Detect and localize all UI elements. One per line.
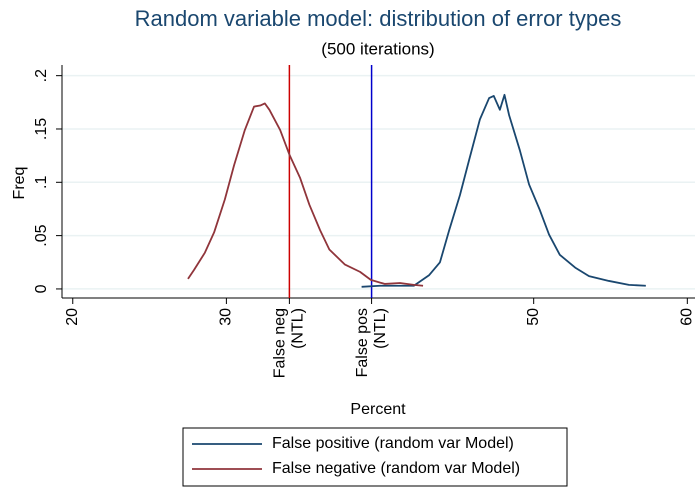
reference-line-label: (NTL)	[290, 308, 307, 349]
x-tick-label: 60	[679, 308, 695, 326]
legend-box	[182, 427, 568, 487]
y-tick-label: 0	[33, 284, 50, 293]
y-tick-label: .15	[33, 118, 50, 140]
y-axis-label: Freq	[11, 167, 28, 200]
chart-subtitle: (500 iterations)	[321, 39, 434, 58]
chart-title: Random variable model: distribution of e…	[135, 6, 622, 31]
reference-line-label: (NTL)	[372, 308, 389, 349]
reference-line-label: False pos	[354, 308, 371, 377]
y-tick-label: .2	[33, 69, 50, 82]
y-tick-label: .05	[33, 224, 50, 246]
legend-label: False positive (random var Model)	[272, 435, 514, 452]
y-tick-label: .1	[33, 176, 50, 189]
x-axis-label: Percent	[350, 401, 406, 418]
x-tick-label: 20	[64, 308, 81, 326]
reference-line-label: False neg	[272, 308, 289, 378]
series-line	[361, 93, 646, 288]
series-line	[187, 102, 424, 287]
legend-label: False negative (random var Model)	[272, 460, 520, 477]
x-tick-label: 30	[218, 308, 235, 326]
x-tick-label: 50	[525, 308, 542, 326]
